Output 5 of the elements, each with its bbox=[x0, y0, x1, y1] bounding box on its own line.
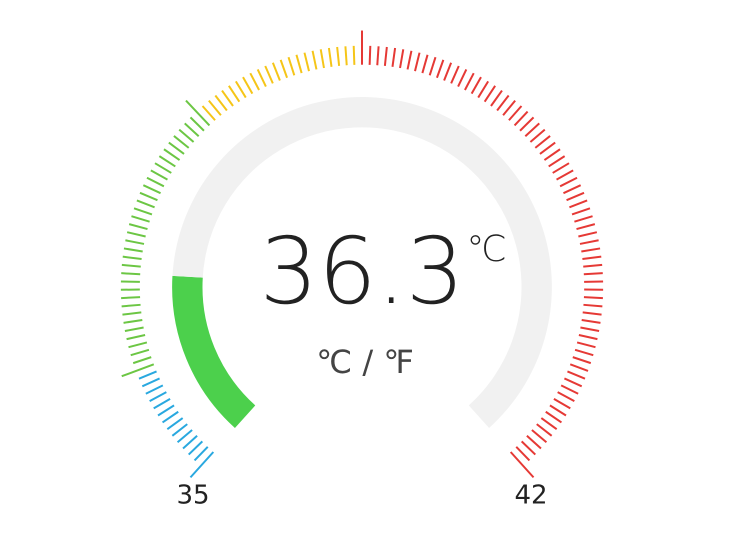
text: 42 bbox=[514, 480, 548, 510]
text: 35 bbox=[176, 480, 210, 510]
text: ℃ bbox=[466, 229, 507, 270]
text: 36.3 bbox=[260, 218, 464, 325]
text: ℃ / ℉ bbox=[316, 343, 414, 382]
